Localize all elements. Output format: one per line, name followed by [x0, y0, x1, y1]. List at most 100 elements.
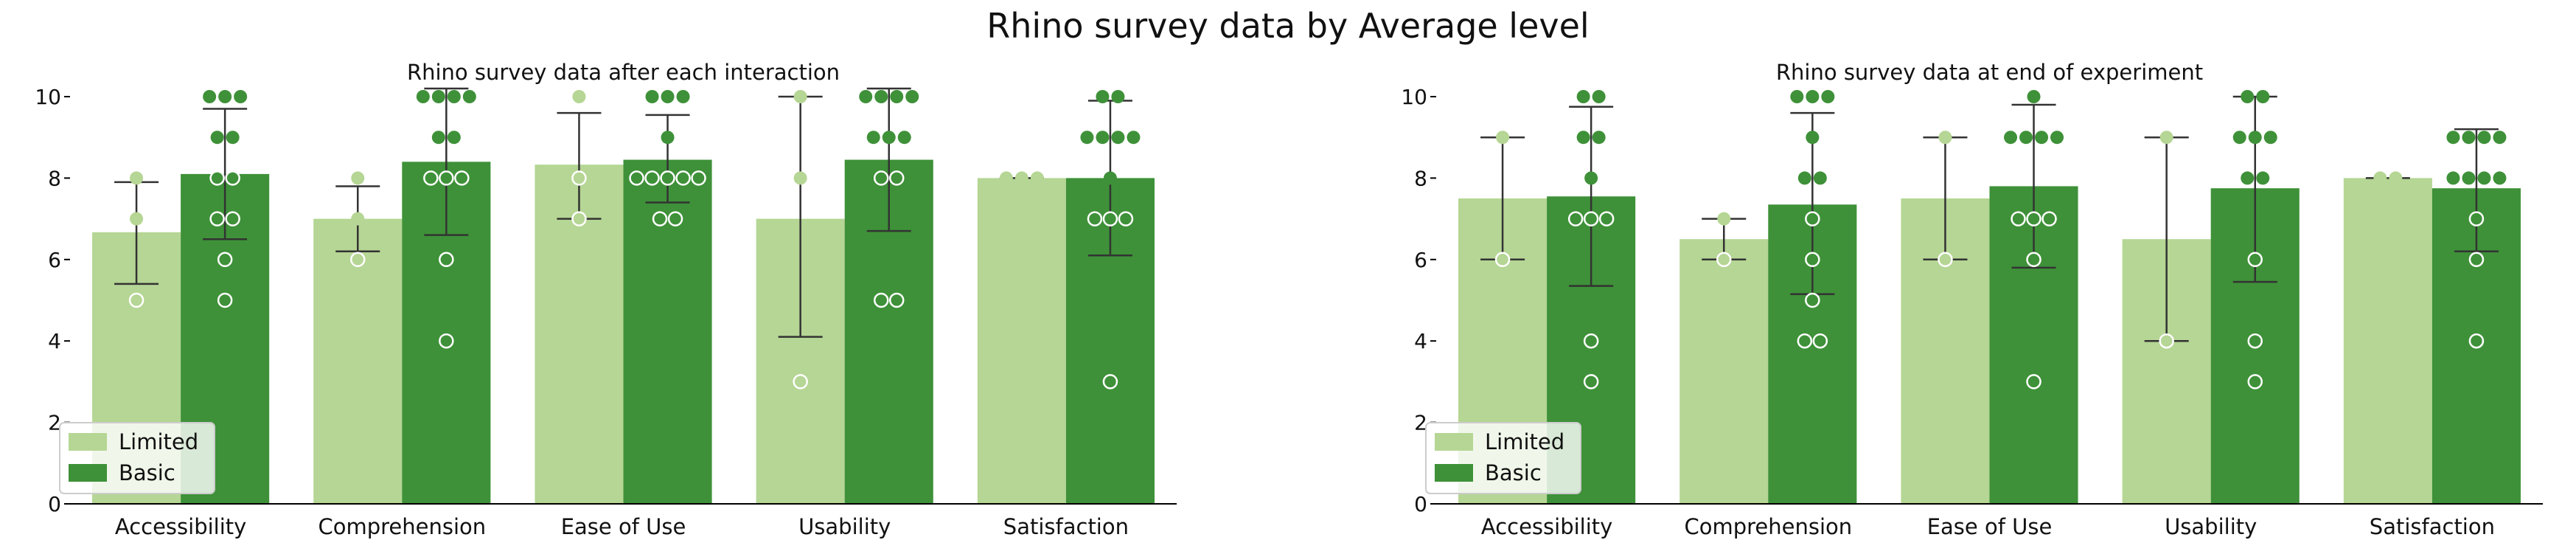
data-point [2026, 252, 2041, 268]
data-point [210, 131, 224, 145]
y-tick-label: 0 [1414, 492, 1427, 516]
data-point [2256, 171, 2270, 185]
x-tick-label: Accessibility [1481, 514, 1612, 539]
data-point [660, 170, 675, 186]
data-point [667, 211, 683, 226]
data-point [1087, 211, 1103, 226]
chart-title: Rhino survey data after each interaction [407, 60, 840, 85]
data-point [571, 170, 587, 186]
x-tick-label: Ease of Use [561, 514, 686, 539]
data-point [416, 90, 430, 103]
data-point [882, 131, 896, 145]
x-tick-label: Ease of Use [1927, 514, 2053, 539]
y-tick-label: 10 [35, 85, 61, 109]
data-point [1103, 171, 1117, 185]
data-point [209, 170, 225, 186]
data-point [866, 131, 880, 145]
chart-panel-2: Rhino survey data at end of experiment 0 2… [1401, 60, 2543, 539]
y-tick-label: 6 [48, 248, 61, 272]
data-point [351, 171, 365, 185]
data-point [2446, 171, 2460, 185]
data-point [423, 170, 439, 186]
legend-swatch-basic [1435, 464, 1473, 482]
data-point [1567, 211, 1584, 226]
data-point [462, 90, 476, 103]
data-point [2477, 171, 2491, 185]
data-point [2256, 90, 2270, 103]
data-point [1584, 171, 1598, 185]
bar [1679, 239, 1769, 504]
x-tick-label: Satisfaction [2370, 514, 2495, 539]
data-point [1806, 131, 1820, 145]
data-point [1717, 212, 1731, 226]
data-point [1805, 292, 1820, 308]
x-tick-label: Comprehension [318, 514, 486, 539]
data-point [1102, 211, 1118, 226]
data-point [675, 170, 691, 186]
data-point [1797, 171, 1811, 185]
data-point [447, 90, 461, 103]
data-point [217, 292, 233, 308]
data-point [2446, 131, 2460, 145]
data-point [1030, 171, 1044, 185]
legend-swatch-limited [1435, 433, 1473, 451]
legend-swatch-limited [69, 433, 107, 451]
data-point [350, 252, 366, 268]
x-tick-label: Accessibility [115, 514, 246, 539]
data-point [130, 171, 144, 185]
data-point [1592, 90, 1606, 103]
data-point [1813, 171, 1827, 185]
data-point [447, 131, 461, 145]
y-tick-label: 2 [1414, 411, 1427, 435]
data-point [793, 90, 807, 103]
data-point [1790, 90, 1804, 103]
data-point [859, 90, 873, 103]
data-point [2241, 171, 2255, 185]
data-point [1797, 333, 1813, 349]
data-point [691, 170, 706, 186]
legend-swatch-basic [69, 464, 107, 482]
data-point [2247, 374, 2263, 389]
data-point [218, 90, 232, 103]
chart-title: Rhino survey data at end of experiment [1776, 60, 2203, 85]
data-point [905, 90, 919, 103]
data-point [431, 131, 445, 145]
data-point [2468, 333, 2485, 349]
data-point [661, 90, 675, 103]
legend-label: Limited [1485, 429, 1564, 454]
data-point [652, 211, 668, 226]
data-point [209, 211, 225, 226]
data-point [128, 292, 145, 308]
y-tick-label: 6 [1414, 248, 1427, 272]
data-point [234, 90, 248, 103]
data-point [2247, 333, 2263, 349]
bar [623, 159, 712, 504]
data-point [1494, 252, 1511, 268]
data-point [1096, 131, 1110, 145]
y-tick-label: 2 [48, 411, 61, 435]
data-point [1805, 252, 1820, 268]
data-point [1576, 90, 1590, 103]
data-point [629, 170, 644, 186]
y-tick-label: 8 [1414, 166, 1427, 190]
data-point [2159, 131, 2173, 145]
data-point [2248, 131, 2262, 145]
data-point [2263, 131, 2277, 145]
data-point [2026, 211, 2041, 226]
data-point [203, 90, 217, 103]
legend-label: Basic [1485, 460, 1542, 485]
data-point [2027, 90, 2041, 103]
data-point [2373, 171, 2387, 185]
data-point [1583, 374, 1599, 389]
y-tick-label: 10 [1401, 85, 1427, 109]
data-point [2041, 211, 2057, 226]
data-point [1806, 90, 1820, 103]
data-point [439, 252, 454, 268]
data-point [793, 374, 808, 389]
data-point [1592, 131, 1606, 145]
bar [977, 178, 1066, 504]
data-point [1111, 131, 1125, 145]
data-point [2468, 252, 2485, 268]
data-point [2050, 131, 2064, 145]
data-point [572, 90, 586, 103]
